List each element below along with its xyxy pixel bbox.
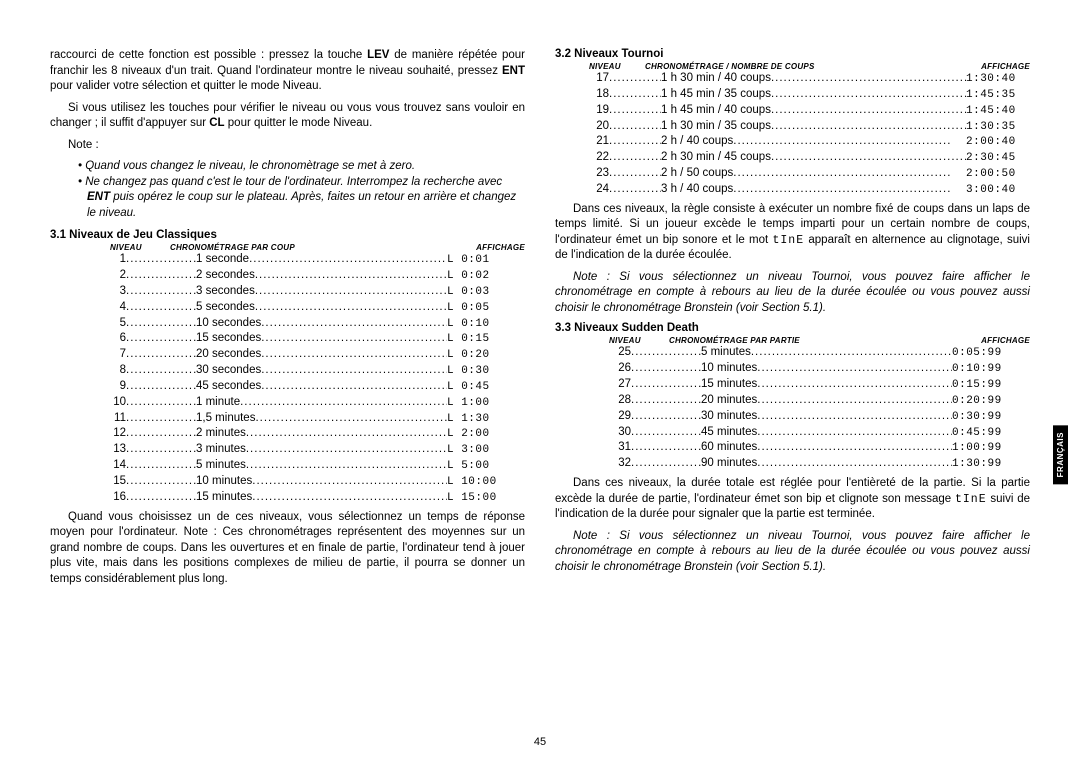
table-row: 25......................................… (605, 345, 1030, 361)
table-row: 2.......................................… (100, 268, 525, 284)
table-3-2-header: NIVEAU CHRONOMÉTRAGE / NOMBRE DE COUPS A… (589, 62, 1030, 71)
right-column: 3.2 Niveaux Tournoi NIVEAU CHRONOMÉTRAGE… (555, 48, 1030, 742)
note-3-2: Note : Si vous sélectionnez un niveau To… (555, 270, 1030, 317)
table-row: 31......................................… (605, 440, 1030, 456)
paragraph-3-2: Dans ces niveaux, la règle consiste à ex… (555, 202, 1030, 264)
table-row: 16......................................… (100, 490, 525, 506)
table-row: 30......................................… (605, 425, 1030, 441)
table-3-1-header: NIVEAU CHRONOMÉTRAGE PAR COUP AFFICHAGE (110, 243, 525, 252)
table-3-3-rows: 25......................................… (605, 345, 1030, 472)
table-row: 23......................................… (583, 166, 1030, 182)
paragraph-3-3: Dans ces niveaux, la durée totale est ré… (555, 476, 1030, 523)
paragraph-3: Quand vous choisissez un de ces niveaux,… (50, 510, 525, 588)
table-row: 18......................................… (583, 87, 1030, 103)
table-row: 17......................................… (583, 71, 1030, 87)
table-3-1-rows: 1.......................................… (100, 252, 525, 506)
table-row: 13......................................… (100, 442, 525, 458)
note-label: Note : (50, 138, 525, 154)
table-3-3-header: NIVEAU CHRONOMÉTRAGE PAR PARTIE AFFICHAG… (609, 336, 1030, 345)
paragraph-2: Si vous utilisez les touches pour vérifi… (50, 101, 525, 132)
table-row: 5.......................................… (100, 316, 525, 332)
heading-3-3: 3.3 Niveaux Sudden Death (555, 322, 1030, 334)
table-3-2-rows: 17......................................… (583, 71, 1030, 198)
note-1: • Quand vous changez le niveau, le chron… (78, 159, 525, 175)
table-row: 29......................................… (605, 409, 1030, 425)
heading-3-2: 3.2 Niveaux Tournoi (555, 48, 1030, 60)
table-row: 10......................................… (100, 395, 525, 411)
table-row: 28......................................… (605, 393, 1030, 409)
table-row: 24......................................… (583, 182, 1030, 198)
table-row: 32......................................… (605, 456, 1030, 472)
table-row: 12......................................… (100, 426, 525, 442)
table-row: 9.......................................… (100, 379, 525, 395)
table-row: 6.......................................… (100, 331, 525, 347)
heading-3-1: 3.1 Niveaux de Jeu Classiques (50, 229, 525, 241)
note-list: • Quand vous changez le niveau, le chron… (78, 159, 525, 221)
language-tab: FRANÇAIS (1053, 425, 1068, 484)
table-row: 8.......................................… (100, 363, 525, 379)
table-row: 11......................................… (100, 411, 525, 427)
table-row: 26......................................… (605, 361, 1030, 377)
table-row: 20......................................… (583, 119, 1030, 135)
table-row: 19......................................… (583, 103, 1030, 119)
note-2: • Ne changez pas quand c'est le tour de … (78, 175, 525, 222)
left-column: raccourci de cette fonction est possible… (50, 48, 525, 742)
table-row: 21......................................… (583, 134, 1030, 150)
page-number: 45 (0, 736, 1080, 748)
table-row: 7.......................................… (100, 347, 525, 363)
paragraph-1: raccourci de cette fonction est possible… (50, 48, 525, 95)
table-row: 3.......................................… (100, 284, 525, 300)
table-row: 14......................................… (100, 458, 525, 474)
table-row: 22......................................… (583, 150, 1030, 166)
table-row: 15......................................… (100, 474, 525, 490)
table-row: 1.......................................… (100, 252, 525, 268)
table-row: 27......................................… (605, 377, 1030, 393)
table-row: 4.......................................… (100, 300, 525, 316)
note-3-3: Note : Si vous sélectionnez un niveau To… (555, 529, 1030, 576)
